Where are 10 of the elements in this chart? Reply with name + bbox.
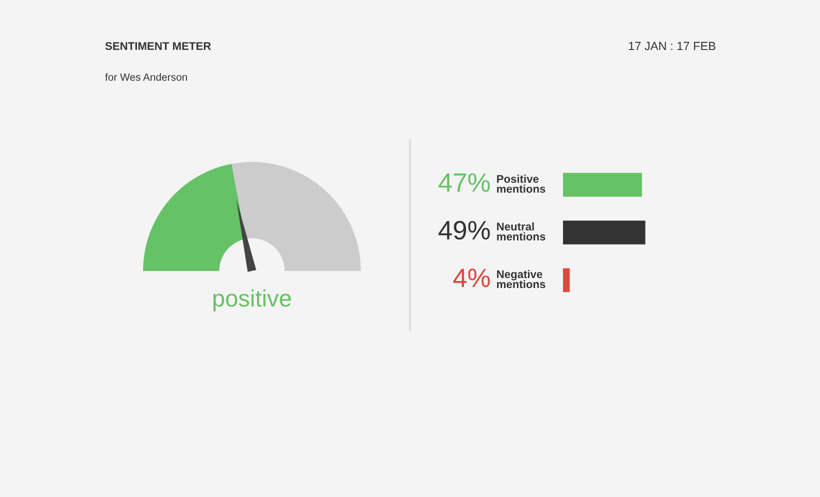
chart-title: SENTIMENT METER — [105, 42, 211, 50]
data-label: 4% — [453, 268, 490, 288]
y-tick-label: Negative mentions — [497, 270, 546, 288]
y-tick-label: Neutral mentions — [497, 222, 546, 240]
chart-subtitle: for Wes Anderson — [105, 73, 187, 81]
data-label: 47% — [438, 173, 490, 192]
text: 17 JAN : 17 FEB — [628, 42, 716, 50]
y-tick-label: Positive mentions — [497, 174, 546, 193]
text: positive — [213, 289, 291, 312]
data-label: 49% — [438, 220, 490, 240]
